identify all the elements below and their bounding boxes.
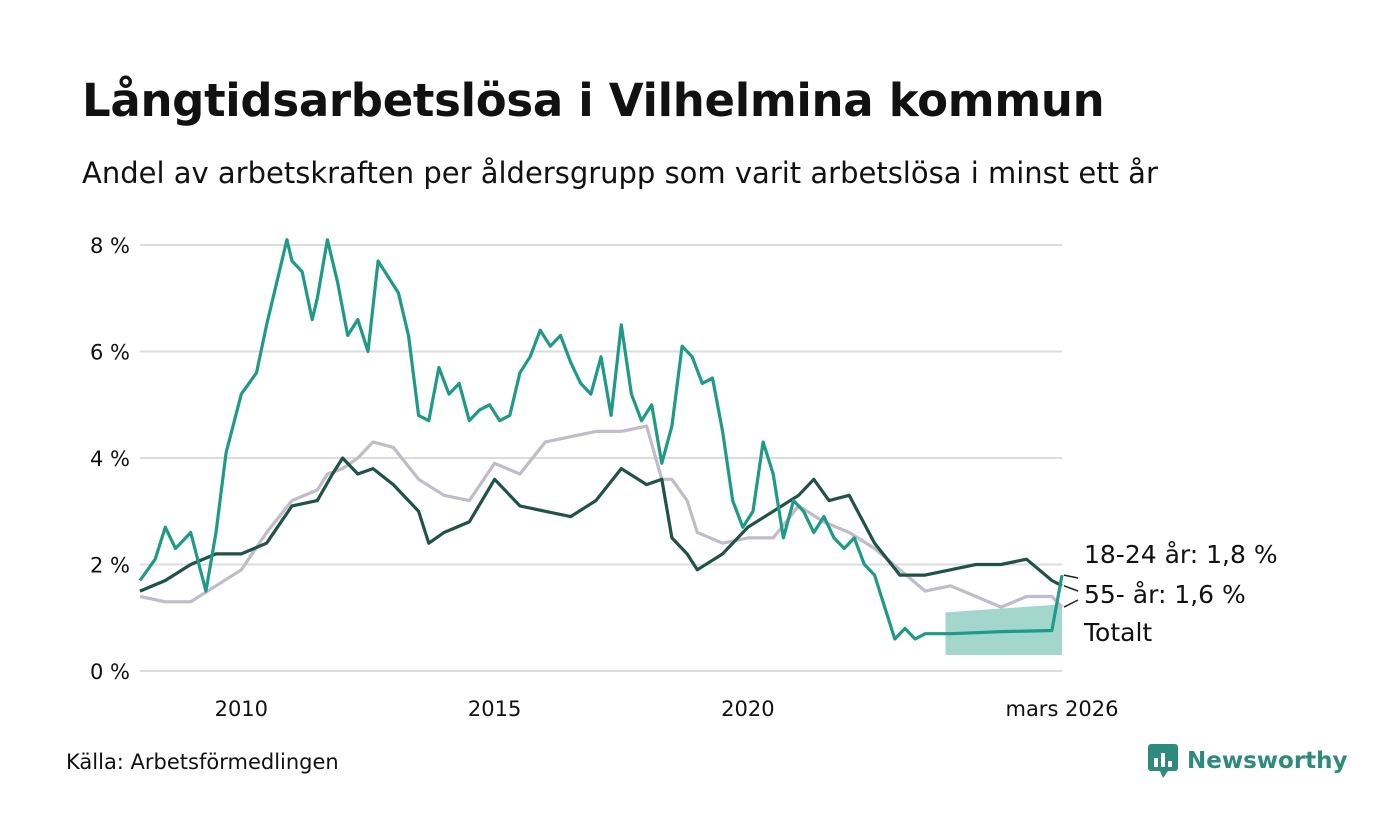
label-leader-line bbox=[1063, 574, 1079, 579]
x-axis: 2010 2015 2020 mars 2026 bbox=[215, 697, 1119, 721]
series-end-label: Totalt bbox=[1083, 618, 1152, 647]
label-leader-line bbox=[1063, 599, 1079, 608]
chart-title: Långtidsarbetslösa i Vilhelmina kommun bbox=[82, 74, 1105, 127]
series-line-0 bbox=[139, 424, 1064, 609]
y-tick-label: 4 % bbox=[90, 447, 130, 471]
chart-subtitle: Andel av arbetskraften per åldersgrupp s… bbox=[82, 156, 1158, 190]
series-labels: Totalt 55- år: 1,6 % 18-24 år: 1,8 % bbox=[1063, 540, 1278, 647]
series-layer bbox=[138, 238, 1064, 641]
newsworthy-logo-icon bbox=[1148, 744, 1178, 778]
brand-name: Newsworthy bbox=[1187, 748, 1348, 774]
x-tick-label: 2020 bbox=[721, 697, 774, 721]
x-tick-label: 2010 bbox=[215, 697, 268, 721]
y-tick-label: 8 % bbox=[90, 234, 130, 258]
label-leader-line bbox=[1063, 585, 1079, 592]
forecast-band bbox=[945, 604, 1062, 655]
x-tick-label: 2015 bbox=[468, 697, 521, 721]
series-end-label: 18-24 år: 1,8 % bbox=[1084, 540, 1278, 569]
forecast-band-layer bbox=[945, 604, 1062, 655]
source-note: Källa: Arbetsförmedlingen bbox=[66, 750, 339, 774]
y-tick-label: 0 % bbox=[90, 660, 130, 684]
series-line-1 bbox=[139, 456, 1063, 593]
series-end-label: 55- år: 1,6 % bbox=[1084, 580, 1246, 609]
y-tick-label: 2 % bbox=[90, 554, 130, 578]
y-tick-label: 6 % bbox=[90, 341, 130, 365]
line-chart: 0 % 2 % 4 % 6 % 8 % 2010 2015 2020 mars 2026 To… bbox=[90, 234, 1278, 721]
series-line-2 bbox=[138, 238, 1064, 641]
grid-layer bbox=[140, 244, 1062, 672]
y-axis: 0 % 2 % 4 % 6 % 8 % bbox=[90, 234, 130, 684]
x-tick-label: mars 2026 bbox=[1005, 697, 1118, 721]
brand-logo[interactable]: Newsworthy bbox=[1148, 744, 1348, 778]
